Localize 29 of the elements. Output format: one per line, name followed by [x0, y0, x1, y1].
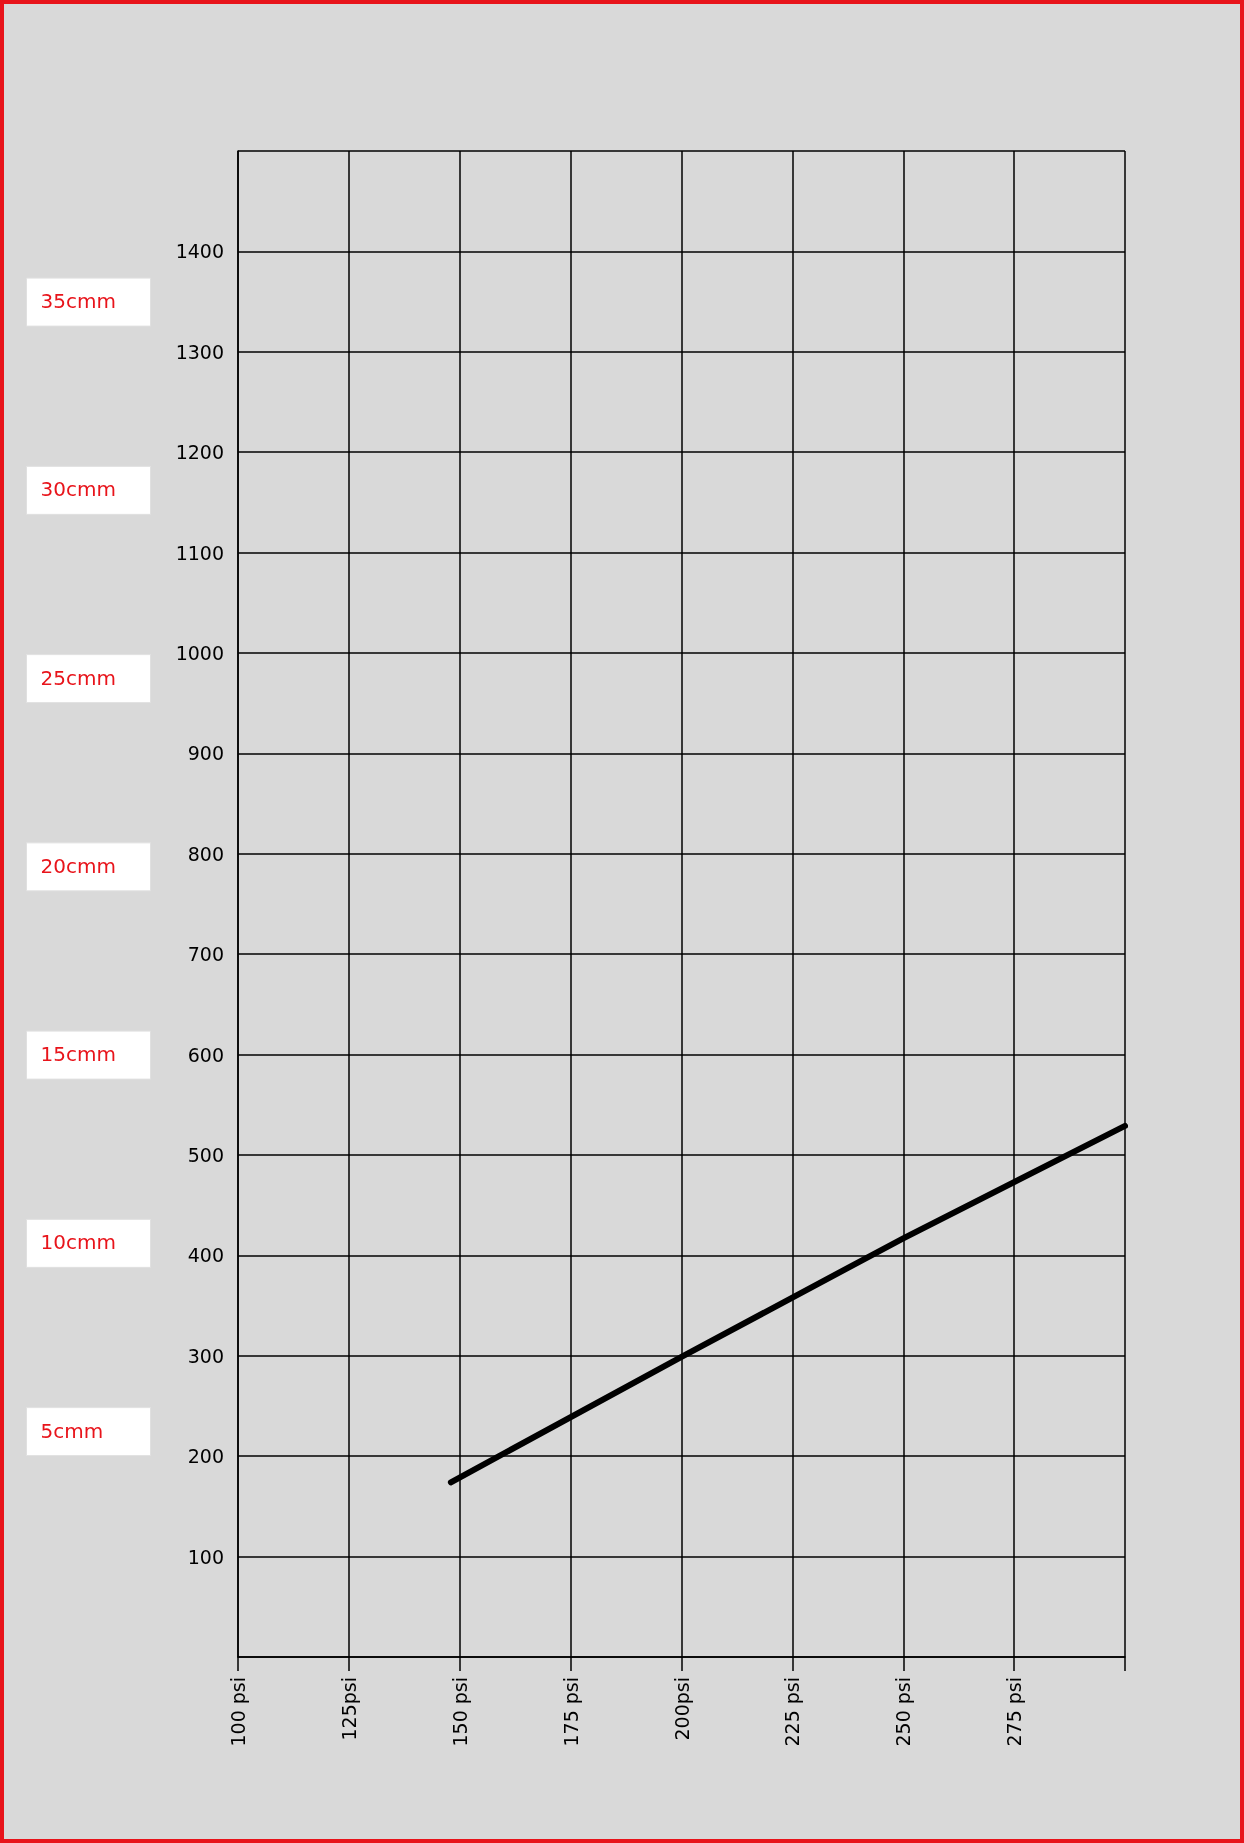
text: 20cmm: [40, 853, 116, 878]
y-tick-label: 600: [187, 1043, 224, 1066]
y-tick-label: 900: [187, 742, 224, 765]
y-tick-label: 100: [187, 1545, 224, 1568]
text: 35cmm: [40, 289, 116, 314]
x-tick-label: 150 psi: [448, 1677, 471, 1747]
y-tick-label: 300: [187, 1344, 224, 1367]
text: 25cmm: [40, 665, 116, 690]
y-tick-label: 200: [187, 1445, 224, 1468]
y-tick-label: 1400: [175, 240, 224, 263]
text: 30cmm: [40, 477, 116, 502]
y-tick-label: 1300: [175, 340, 224, 363]
text: 15cmm: [40, 1042, 116, 1067]
x-tick-label: 225 psi: [781, 1677, 804, 1747]
y-tick-label: 1100: [175, 541, 224, 564]
y-tick-label: 400: [187, 1244, 224, 1267]
x-tick-label: 250 psi: [892, 1677, 915, 1747]
x-tick-label: 125psi: [337, 1677, 360, 1741]
text: 10cmm: [40, 1230, 116, 1255]
x-tick-label: 175 psi: [559, 1677, 582, 1747]
y-tick-label: 500: [187, 1144, 224, 1166]
y-tick-label: 1000: [175, 642, 224, 664]
x-tick-label: 200psi: [670, 1677, 693, 1741]
y-tick-label: 700: [187, 943, 224, 966]
y-tick-label: 800: [187, 842, 224, 865]
text: 5cmm: [40, 1418, 104, 1443]
y-tick-label: 1200: [175, 441, 224, 464]
x-tick-label: 275 psi: [1003, 1677, 1026, 1747]
x-tick-label: 100 psi: [227, 1677, 249, 1747]
